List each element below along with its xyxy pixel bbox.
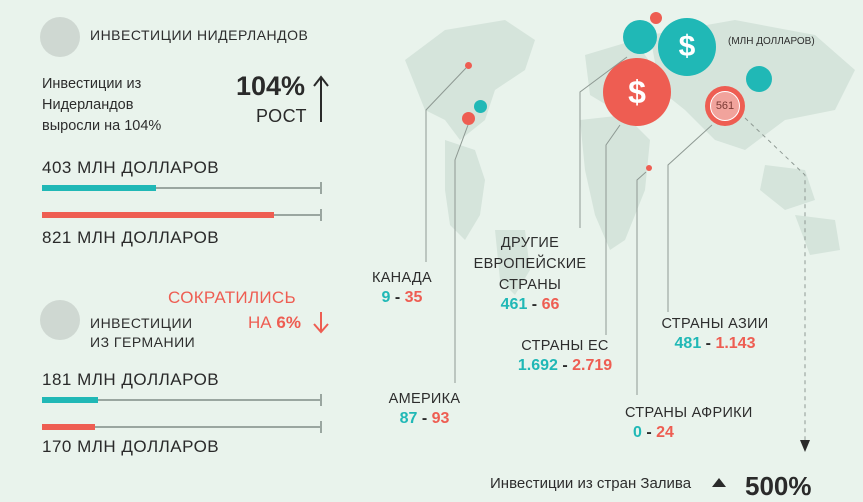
region-label: СТРАНЫ АЗИИ [661,316,769,332]
region-asia: СТРАНЫ АЗИИ 481 - 1.143 [655,314,775,353]
region-other-europe: ДРУГИЕ ЕВРОПЕЙСКИЕ СТРАНЫ 461 - 66 [470,233,590,314]
desc-line: Нидерландов [42,97,134,113]
dot-africa [646,165,652,171]
track-end-tick [320,421,322,433]
desc-line: Инвестиции из [42,76,142,92]
region-label: СТРАНЫ [498,277,562,293]
germany-title: ИНВЕСТИЦИИ ИЗ ГЕРМАНИИ [90,314,195,352]
nl-bar1-label: 403 МЛН ДОЛЛАРОВ [42,158,220,177]
region-label: СТРАНЫ АФРИКИ [625,405,753,421]
decline-prefix: НА [248,313,272,332]
region-values: 0 - 24 [633,424,674,441]
value-to: 1.143 [715,335,756,352]
region-label: ЕВРОПЕЙСКИЕ [473,256,587,272]
value-to: 35 [404,289,423,306]
dot-america-teal [474,100,487,113]
nl-bar1-track [42,187,321,189]
track-end-tick [320,182,322,194]
dollar-icon: $ [603,58,671,126]
decline-value: НА 6% [248,313,301,333]
dot-canada [465,62,472,69]
bubble-561: 561 [710,91,740,121]
value-from: 461 [500,296,528,313]
region-values: 1.692 - 2.719 [517,357,613,374]
netherlands-title: ИНВЕСТИЦИИ НИДЕРЛАНДОВ [90,27,309,43]
value-from: 481 [674,335,702,352]
value-to: 2.719 [572,357,613,374]
de-bar1-label: 181 МЛН ДОЛЛАРОВ [42,370,220,389]
de-bar2-label: 170 МЛН ДОЛЛАРОВ [42,437,220,456]
arrow-up-icon [712,478,726,487]
title-line: ИЗ ГЕРМАНИИ [90,334,196,350]
gulf-investment-value: 500% [745,471,812,501]
dot-america-red [462,112,475,125]
region-label: АМЕРИКА [388,391,461,407]
arrow-up-icon [313,75,329,122]
nl-bar2-fill [42,212,274,218]
value-from: 0 [633,424,642,441]
value-to: 93 [431,410,450,427]
decline-label: СОКРАТИЛИСЬ [168,288,296,307]
region-africa: СТРАНЫ АФРИКИ 0 - 24 [625,403,765,442]
region-values: 481 - 1.143 [674,335,756,352]
gulf-investment-text: Инвестиции из стран Залива [490,475,692,492]
decline-percent: 6% [276,313,301,332]
section-bullet-icon [40,300,80,340]
region-label: КАНАДА [371,270,433,286]
region-values: 461 - 66 [500,296,560,313]
region-values: 87 - 93 [399,410,450,427]
value-to: 66 [541,296,560,313]
netherlands-description: Инвестиции из Нидерландов выросли на 104… [42,74,161,137]
region-eu: СТРАНЫ ЕС 1.692 - 2.719 [505,336,625,375]
value-to: 24 [656,424,674,441]
value-from: 87 [399,410,418,427]
bubble-teal-asia [746,66,772,92]
region-label: СТРАНЫ ЕС [521,338,609,354]
nl-bar1-fill [42,185,156,191]
connector-lines [425,56,810,452]
dollar-icon: $ [658,18,716,76]
world-map [405,20,855,295]
desc-line: выросли на 104% [42,118,162,134]
arrow-down-icon [800,440,810,452]
region-label: ДРУГИЕ [500,235,560,251]
title-line: ИНВЕСТИЦИИ [90,315,193,331]
track-end-tick [320,394,322,406]
value-from: 9 [381,289,391,306]
track-end-tick [320,209,322,221]
growth-value: 104% [236,71,306,101]
de-bar2-fill [42,424,95,430]
unit-label: (МЛН ДОЛЛАРОВ) [728,36,815,47]
region-canada: КАНАДА 9 - 35 [362,268,442,307]
growth-label: РОСТ [256,106,308,126]
de-bar1-track [42,399,321,401]
bubble-teal-small [623,20,657,54]
value-from: 1.692 [517,357,558,374]
dot-red [650,12,662,24]
de-bar2-track [42,426,321,428]
nl-bar2-label: 821 МЛН ДОЛЛАРОВ [42,228,220,247]
region-values: 9 - 35 [381,289,423,306]
arrow-down-icon [313,312,329,334]
region-america: АМЕРИКА 87 - 93 [382,389,467,428]
de-bar1-fill [42,397,98,403]
section-bullet-icon [40,17,80,57]
